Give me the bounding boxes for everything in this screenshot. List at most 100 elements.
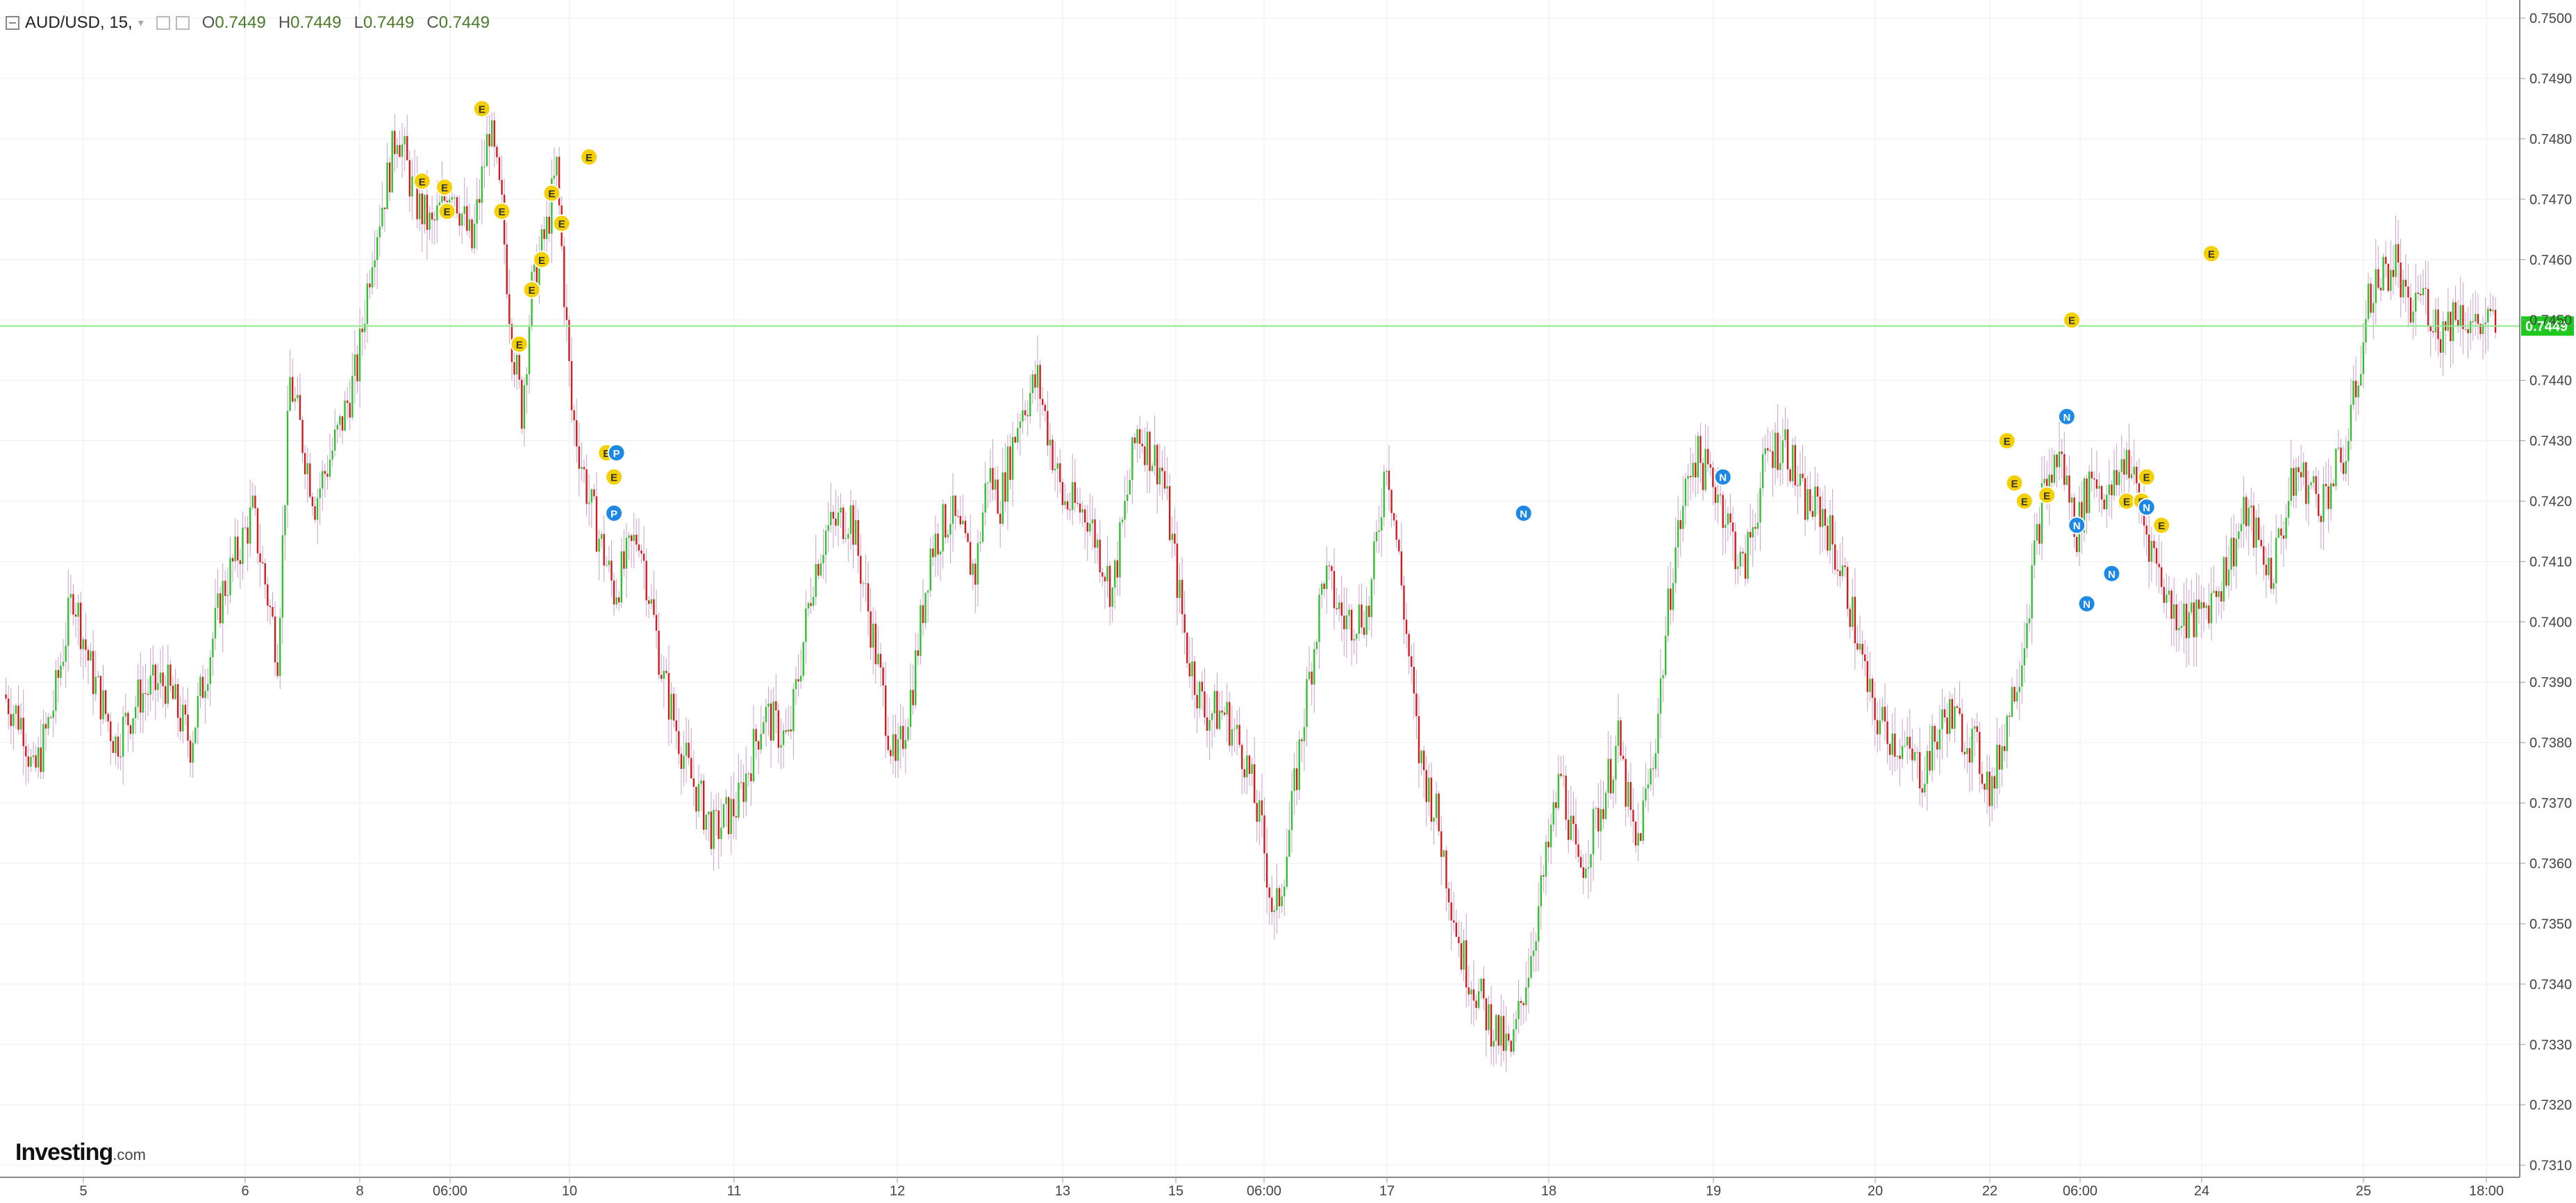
candle-body (917, 650, 919, 656)
candle-body (2193, 602, 2195, 638)
candle-body (2188, 612, 2190, 638)
candle-body (1168, 486, 1171, 540)
candle-body (658, 631, 660, 675)
candle-body (1585, 868, 1587, 879)
candle-body (433, 219, 435, 221)
candle-body (421, 193, 423, 224)
candle-body (2302, 462, 2304, 478)
chevron-down-icon[interactable]: ▾ (138, 17, 144, 29)
candle-body (1368, 606, 1370, 617)
candle-body (2365, 319, 2367, 343)
candle-body (1824, 508, 1827, 526)
candle-body (1725, 524, 1727, 528)
candle-body (1213, 690, 1215, 714)
candle-body (2220, 591, 2222, 602)
candle-body (2390, 269, 2392, 291)
candle-body (1136, 429, 1138, 444)
candle-body (1485, 998, 1488, 1031)
candle-body (1468, 987, 1470, 995)
candle-body (735, 816, 738, 818)
candle-body (1261, 800, 1263, 815)
candle-body (336, 424, 338, 430)
candle-body (1692, 463, 1694, 478)
candle-body (1615, 745, 1617, 780)
candle-body (2043, 479, 2045, 483)
candle-body (2379, 288, 2382, 291)
candle-body (2360, 374, 2362, 386)
candle-body (2252, 505, 2255, 548)
candle-body (1256, 803, 1258, 822)
candle-body (2028, 618, 2031, 624)
candle-body (770, 703, 772, 741)
candle-body (269, 606, 272, 607)
candle-body (1802, 474, 1804, 479)
candle-body (187, 714, 189, 741)
candle-body (1538, 906, 1540, 942)
candle-body (570, 360, 573, 410)
candle-body (799, 675, 802, 682)
candle-body (638, 545, 640, 551)
candle-body (810, 603, 812, 606)
candle-body (715, 810, 717, 811)
candle-body (1188, 663, 1191, 677)
candle-body (1422, 750, 1425, 770)
candle-body (2123, 459, 2125, 475)
y-tick-label: 0.7360 (2529, 856, 2572, 872)
candle-body (498, 157, 501, 181)
candle-body (2163, 587, 2165, 603)
candle-body (1022, 410, 1024, 422)
candle-body (635, 534, 638, 545)
candle-body (1961, 713, 1963, 752)
close-icon[interactable] (175, 16, 190, 30)
settings-icon[interactable] (156, 16, 170, 30)
x-tick-label: 17 (1379, 1184, 1395, 1199)
candle-body (1004, 472, 1006, 502)
symbol-label[interactable]: AUD/USD, 15, (25, 13, 133, 32)
candle-body (1036, 365, 1039, 388)
candle-body (506, 244, 508, 294)
candle-body (1002, 472, 1004, 524)
candle-body (2070, 497, 2073, 503)
candle-body (1779, 463, 1781, 470)
candle-body (69, 594, 72, 598)
candle-body (1866, 661, 1869, 692)
candle-body (1839, 570, 1841, 576)
candle-body (879, 654, 882, 668)
candle-body (2180, 626, 2183, 629)
candle-body (1313, 649, 1315, 685)
event-marker (2015, 492, 2034, 511)
candle-body (1634, 821, 1637, 846)
event-marker-label: E (419, 176, 426, 188)
candle-body (1233, 729, 1236, 730)
candle-body (962, 520, 964, 524)
candle-body (324, 471, 326, 474)
candle-body (1290, 790, 1293, 830)
event-marker-label: N (1520, 508, 1527, 520)
candle-body (606, 565, 608, 566)
candle-body (1901, 746, 1904, 759)
candle-body (1483, 978, 1485, 999)
candle-body (38, 747, 40, 768)
candle-body (2058, 451, 2061, 467)
candle-body (1338, 602, 1340, 610)
candle-body (1047, 410, 1049, 446)
candle-body (137, 679, 139, 707)
candle-body (374, 260, 376, 267)
candle-body (1306, 679, 1308, 727)
candle-body (1470, 989, 1472, 995)
candle-body (1089, 523, 1091, 532)
candle-body (518, 355, 520, 380)
candle-body (642, 554, 645, 561)
candle-body (2113, 470, 2116, 496)
candle-body (1854, 597, 1856, 644)
candle-body (556, 156, 558, 176)
x-tick-label: 20 (1868, 1184, 1883, 1199)
candle-body (1794, 445, 1796, 486)
x-tick-label: 22 (1982, 1184, 1997, 1199)
collapse-icon[interactable] (6, 16, 19, 30)
candle-body (481, 166, 483, 203)
candle-body (147, 694, 149, 695)
candle-body (1667, 588, 1669, 636)
candle-body (2063, 454, 2066, 486)
